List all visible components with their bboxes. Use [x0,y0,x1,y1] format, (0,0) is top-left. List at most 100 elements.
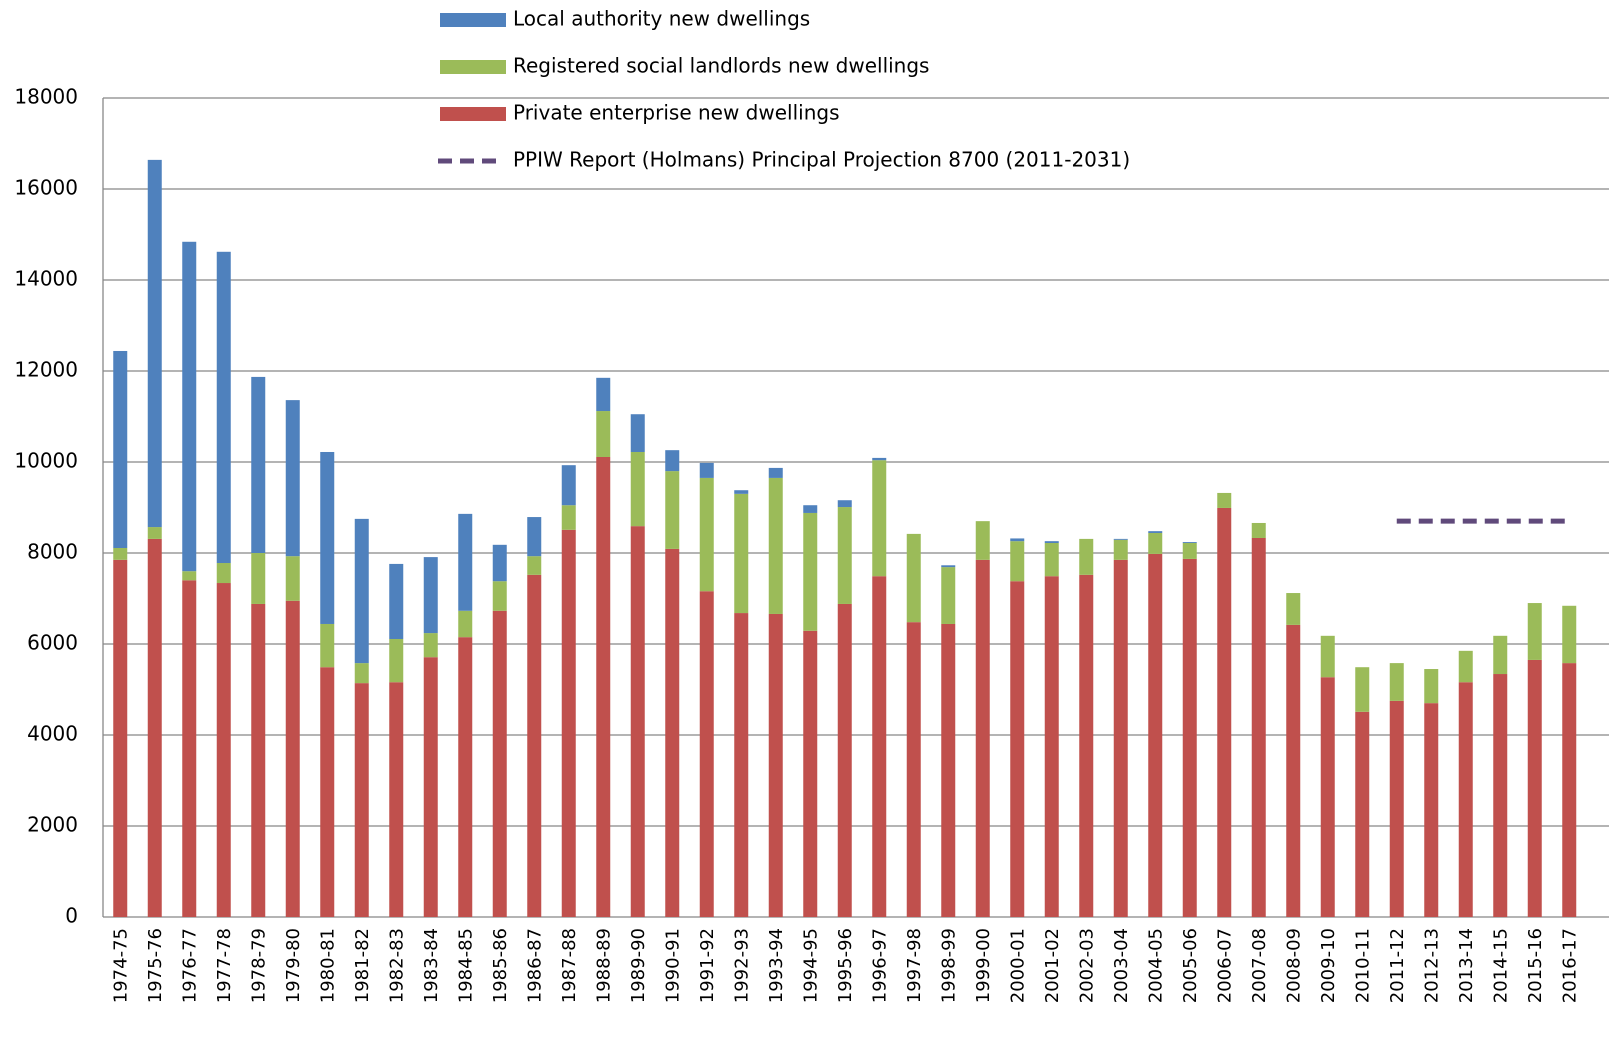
bar-segment [423,633,438,658]
bar-segment [1389,663,1404,701]
bar-segment [182,580,197,917]
bar-segment [1079,574,1094,917]
bar-segment [630,526,645,917]
bar-segment [1044,542,1059,577]
legend-label: Private enterprise new dwellings [513,101,840,125]
bar-segment [837,507,852,604]
x-tick-label: 1979-80 [283,928,304,1003]
bar-segment [1458,650,1473,683]
bar-segment [1182,558,1197,917]
x-tick-label: 1986-87 [524,928,545,1003]
x-tick-label: 1994-95 [800,928,821,1003]
x-tick-label: 1976-77 [179,928,200,1003]
bar-segment [872,576,887,917]
bar-segment [320,451,335,624]
x-tick-label: 1996-97 [869,928,890,1003]
x-tick-label: 1984-85 [455,928,476,1003]
x-tick-label: 1989-90 [628,928,649,1003]
bar-segment [1493,674,1508,917]
bar-segment [665,450,680,472]
bar-segment [285,400,300,557]
bar-segment [320,667,335,917]
x-tick-label: 2011-12 [1387,928,1408,1003]
y-tick-label: 6000 [27,631,78,655]
bar-segment [699,591,714,917]
bar-segment [492,581,507,611]
bar-segment [1148,531,1163,533]
bar-segment [1424,703,1439,917]
bar-segment [803,630,818,917]
bar-segment [1527,659,1542,917]
bar-segment [1010,541,1025,582]
bar-segment [561,529,576,917]
y-tick-label: 14000 [14,267,78,291]
bar-segment [458,610,473,638]
bar-segment [492,610,507,917]
x-tick-label: 2006-07 [1214,928,1235,1003]
bar-segment [1182,542,1197,543]
bar-segment [354,663,369,684]
y-tick-label: 2000 [27,813,78,837]
x-tick-label: 2003-04 [1111,928,1132,1003]
bar-segment [1044,541,1059,543]
bar-segment [113,559,128,917]
bar-segment [975,559,990,917]
bar-segment [837,603,852,917]
bar-segment [872,457,887,461]
bar-segment [527,517,542,557]
bar-segment [872,460,887,577]
bar-segment [941,623,956,917]
bar-segment [1355,667,1370,712]
bar-segment [1355,711,1370,917]
x-tick-label: 1999-00 [973,928,994,1003]
legend-label: Local authority new dwellings [513,7,810,31]
bar-segment [596,456,611,917]
bar-segment [285,600,300,917]
bar-segment [389,638,404,683]
bar-segment [803,512,818,631]
legend-swatch [440,107,506,121]
bar-segment [527,574,542,917]
x-tick-label: 1987-88 [559,928,580,1003]
x-tick-label: 2000-01 [1007,928,1028,1003]
x-tick-label: 1978-79 [248,928,269,1003]
bar-segment [113,547,128,560]
bar-segment [1493,635,1508,675]
x-tick-label: 1991-92 [697,928,718,1003]
y-tick-label: 4000 [27,722,78,746]
bar-segment [803,505,818,513]
x-tick-label: 1990-91 [662,928,683,1003]
bar-segment [1320,635,1335,678]
bar-segment [527,556,542,575]
bar-segment [147,159,162,528]
bar-segment [285,556,300,601]
bar-segment [1217,492,1232,508]
bar-segment [147,538,162,917]
bar-segment [182,571,197,581]
y-tick-label: 16000 [14,176,78,200]
bar-segment [251,553,266,604]
bar-segment [1320,677,1335,917]
x-tick-label: 1988-89 [593,928,614,1003]
x-tick-label: 1998-99 [938,928,959,1003]
bar-segment [1148,532,1163,554]
bar-segment [389,563,404,639]
x-tick-label: 2010-11 [1352,928,1373,1003]
x-tick-label: 1983-84 [421,928,442,1003]
bar-segment [561,505,576,530]
x-tick-label: 1993-94 [766,928,787,1003]
bar-segment [699,462,714,478]
legend-swatch [440,13,506,27]
bar-segment [1389,700,1404,917]
bar-segment [975,521,990,560]
bar-segment [1010,538,1025,542]
bar-segment [1113,538,1128,540]
bar-segment [251,603,266,917]
bar-segment [768,477,783,614]
x-tick-label: 1980-81 [317,928,338,1003]
x-tick-label: 1995-96 [835,928,856,1003]
bar-segment [630,451,645,527]
bar-segment [354,518,369,664]
bar-segment [1044,576,1059,917]
x-tick-label: 2016-17 [1559,928,1580,1003]
